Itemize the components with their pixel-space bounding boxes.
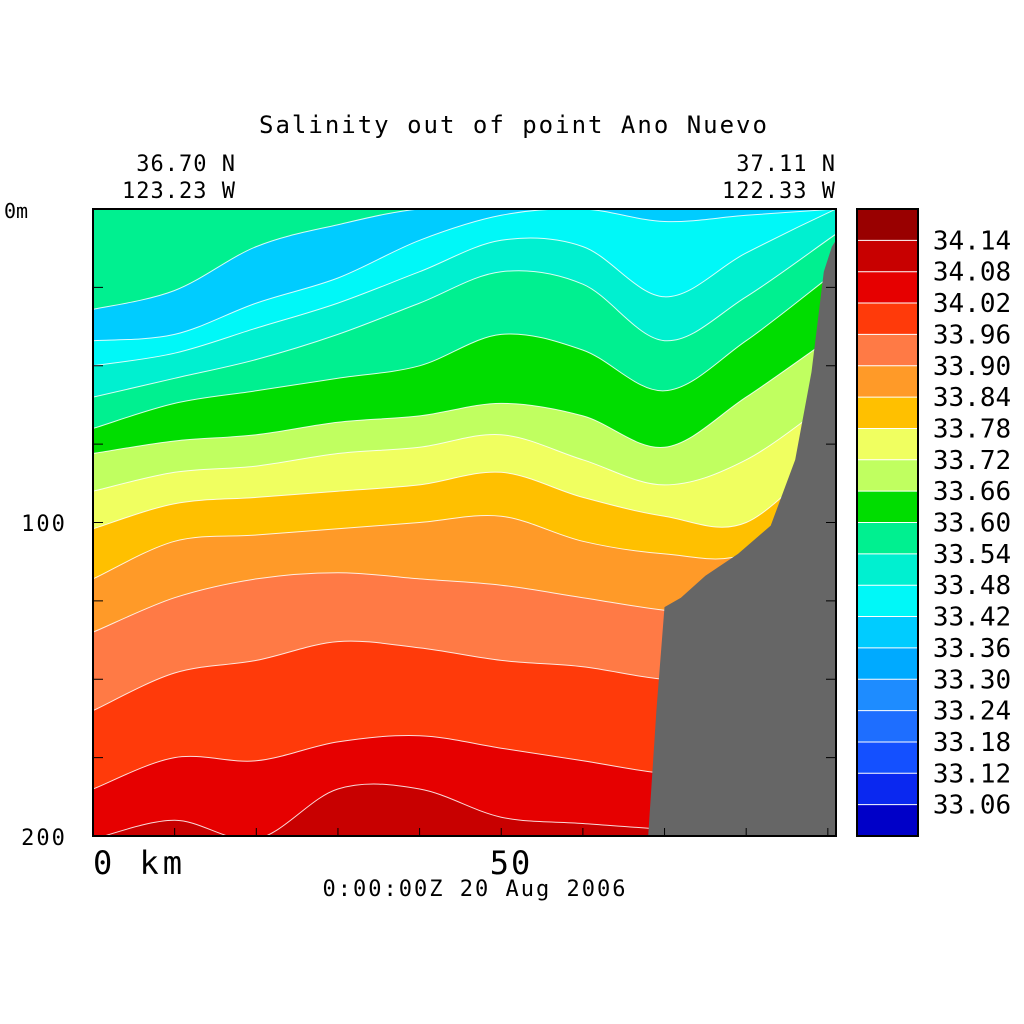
contour-line-33.84 bbox=[93, 443, 836, 530]
contour-line-33.54 bbox=[93, 209, 836, 367]
colorbar-swatch bbox=[857, 397, 918, 430]
colorbar-label: 33.96 bbox=[933, 320, 1011, 350]
colorbar-swatch bbox=[857, 491, 918, 524]
contour-band-34.08 bbox=[93, 710, 836, 836]
contour-line-33.42 bbox=[93, 209, 836, 310]
start-lat-label: 36.70 N bbox=[136, 152, 236, 177]
colorbar-swatch bbox=[857, 334, 918, 367]
y-unit-label: 0m bbox=[4, 199, 28, 223]
y-tick-label-200: 200 bbox=[21, 826, 67, 851]
colorbar-label: 34.08 bbox=[933, 258, 1011, 288]
start-lon-label: 123.23 W bbox=[122, 179, 236, 204]
colorbar-swatch bbox=[857, 773, 918, 806]
colorbar-swatch bbox=[857, 553, 918, 586]
colorbar-swatch bbox=[857, 616, 918, 649]
y-tick-label-100: 100 bbox=[21, 512, 67, 537]
contour-line-layer bbox=[93, 209, 836, 836]
colorbar-label: 33.90 bbox=[933, 352, 1011, 382]
contour-line-33.78 bbox=[93, 396, 836, 492]
timestamp-label: 0:00:00Z 20 Aug 2006 bbox=[323, 877, 628, 902]
contour-fill-layer bbox=[93, 209, 836, 836]
colorbar-label: 33.72 bbox=[933, 446, 1011, 476]
colorbar-swatch bbox=[857, 804, 918, 837]
colorbar-label: 33.60 bbox=[933, 509, 1011, 539]
colorbar-label: 33.42 bbox=[933, 603, 1011, 633]
colorbar-label: 33.12 bbox=[933, 759, 1011, 789]
colorbar-label: 33.84 bbox=[933, 383, 1011, 413]
colorbar-label: 34.02 bbox=[933, 289, 1011, 319]
colorbar-label: 33.78 bbox=[933, 415, 1011, 445]
x-axis-start-label: 0 km bbox=[93, 844, 186, 882]
colorbar-swatch bbox=[857, 710, 918, 743]
colorbar-swatch bbox=[857, 240, 918, 273]
colorbar-swatch bbox=[857, 303, 918, 335]
y-unit: m bbox=[16, 199, 28, 223]
contour-line-33.66 bbox=[93, 271, 836, 429]
y-tick-zero: 0 bbox=[4, 199, 16, 223]
contour-line-33.72 bbox=[93, 333, 836, 455]
seafloor-mask bbox=[648, 240, 836, 837]
colorbar-label: 33.48 bbox=[933, 571, 1011, 601]
colorbar-swatch bbox=[857, 459, 918, 492]
colorbar: 34.1434.0834.0233.9633.9033.8433.7833.72… bbox=[856, 208, 1011, 837]
colorbar-swatch bbox=[857, 428, 918, 461]
colorbar-label: 34.14 bbox=[933, 226, 1011, 256]
colorbar-swatch bbox=[857, 647, 918, 680]
x-unit: km bbox=[140, 844, 187, 882]
contour-band-34.14 bbox=[104, 784, 714, 836]
colorbar-label: 33.18 bbox=[933, 728, 1011, 758]
x-tick-label-50: 50 bbox=[490, 844, 533, 882]
colorbar-label: 33.54 bbox=[933, 540, 1011, 570]
colorbar-swatch bbox=[857, 271, 918, 304]
x-tick-zero: 0 bbox=[93, 844, 116, 882]
colorbar-swatch bbox=[857, 209, 918, 241]
contour-line-33.60 bbox=[93, 233, 836, 398]
colorbar-label: 33.66 bbox=[933, 477, 1011, 507]
colorbar-swatch bbox=[857, 741, 918, 774]
axis-ticks bbox=[93, 286, 836, 836]
contour-line-33.48 bbox=[93, 209, 836, 342]
colorbar-label: 33.06 bbox=[933, 791, 1011, 821]
colorbar-frame bbox=[856, 208, 919, 837]
colorbar-label: 33.30 bbox=[933, 665, 1011, 695]
contour-line-34.14 bbox=[102, 783, 718, 836]
colorbar-label: 33.36 bbox=[933, 634, 1011, 664]
chart-title: Salinity out of point Ano Nuevo bbox=[259, 111, 769, 139]
colorbar-label: 33.24 bbox=[933, 697, 1011, 727]
colorbar-swatch bbox=[857, 365, 918, 398]
end-lon-label: 122.33 W bbox=[722, 179, 836, 204]
colorbar-swatch bbox=[857, 522, 918, 555]
end-lat-label: 37.11 N bbox=[736, 152, 836, 177]
colorbar-swatch bbox=[857, 585, 918, 618]
colorbar-swatch bbox=[857, 679, 918, 712]
